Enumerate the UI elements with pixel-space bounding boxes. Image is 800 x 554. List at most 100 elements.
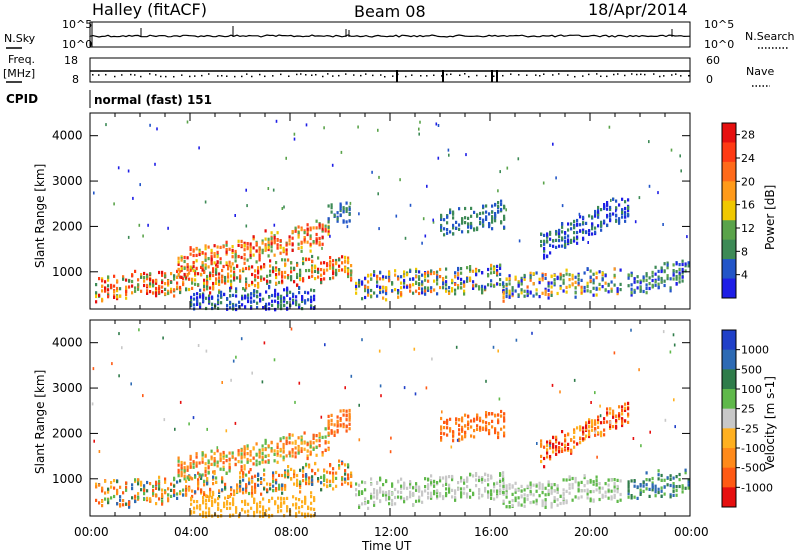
nave-dot [226,75,228,77]
range-cell [592,286,595,290]
range-cell [488,429,491,433]
range-cell [190,298,193,302]
range-cell [183,477,186,481]
range-cell [497,432,500,436]
range-cell [307,512,310,516]
range-cell [662,223,664,226]
range-cell [586,267,589,271]
range-cell [678,484,681,489]
range-cell [110,285,113,289]
range-cell [249,450,252,454]
range-cell [549,251,552,255]
range-cell [397,291,400,295]
range-cell [475,473,478,478]
range-cell [192,269,195,273]
range-cell [225,429,228,433]
range-cell [311,259,314,263]
range-cell [552,442,555,447]
range-cell [275,268,278,272]
range-cell [502,490,505,495]
range-cell [193,297,196,301]
range-cell [457,273,460,277]
range-cell [298,306,301,310]
range-cell [446,221,449,225]
range-cell [367,293,370,297]
range-cell [146,275,149,279]
range-cell [589,497,592,501]
range-cell [663,269,666,273]
range-cell [388,274,391,278]
range-cell [309,443,312,447]
range-cell [137,287,140,291]
range-cell [255,241,258,246]
range-cell [221,480,224,484]
range-cell [388,492,391,497]
range-cell [158,287,161,291]
range-cell [615,213,618,217]
range-cell [678,280,681,284]
range-cell [193,510,196,514]
range-cell [179,275,182,279]
range-cell [188,271,191,275]
range-cell [603,203,606,207]
range-cell [226,500,229,504]
range-cell [378,227,380,231]
range-cell [288,242,291,246]
range-cell [520,279,523,283]
colorbar-segment [722,220,736,241]
range-cell [260,481,263,485]
range-cell [460,479,463,483]
range-cell [490,474,493,478]
range-cell [269,269,272,273]
range-cell [361,282,364,286]
range-cell [505,291,508,295]
range-cell [204,200,207,204]
range-cell [282,246,285,250]
range-cell [591,419,594,423]
range-cell [562,501,565,505]
range-cell [207,265,210,269]
range-cell [327,414,330,418]
colorbar-segment [722,123,736,143]
range-cell [292,298,295,302]
range-cell [257,275,260,279]
range-cell [669,474,672,478]
range-cell [176,496,179,500]
range-cell [345,424,348,429]
range-cell [669,483,672,488]
range-cell [615,424,618,428]
range-cell [298,303,301,307]
range-cell [630,293,633,297]
range-cell [140,488,143,492]
range-cell [675,274,678,279]
range-cell [621,412,624,416]
range-cell [204,258,207,262]
range-cell [146,480,149,485]
range-cell [450,445,453,449]
nave-dot [671,74,673,76]
range-cell [505,495,508,499]
colorbar-segment [722,142,736,163]
range-cell [295,300,298,304]
range-cell [330,422,333,426]
range-cell [173,277,176,281]
range-cell [193,499,196,504]
range-cell [237,452,240,456]
range-cell [249,458,252,463]
range-cell [327,217,330,221]
range-cell [243,445,246,449]
range-cell [615,418,618,423]
range-cell [609,420,611,424]
range-cell [613,489,616,493]
range-cell [208,294,211,298]
range-cell [627,214,630,218]
range-cell [197,283,200,287]
range-cell [478,488,481,493]
range-cell [627,489,630,493]
range-cell [122,277,125,281]
range-cell [424,477,427,481]
range-cell [415,488,418,492]
range-cell [502,474,505,478]
range-cell [155,494,158,498]
